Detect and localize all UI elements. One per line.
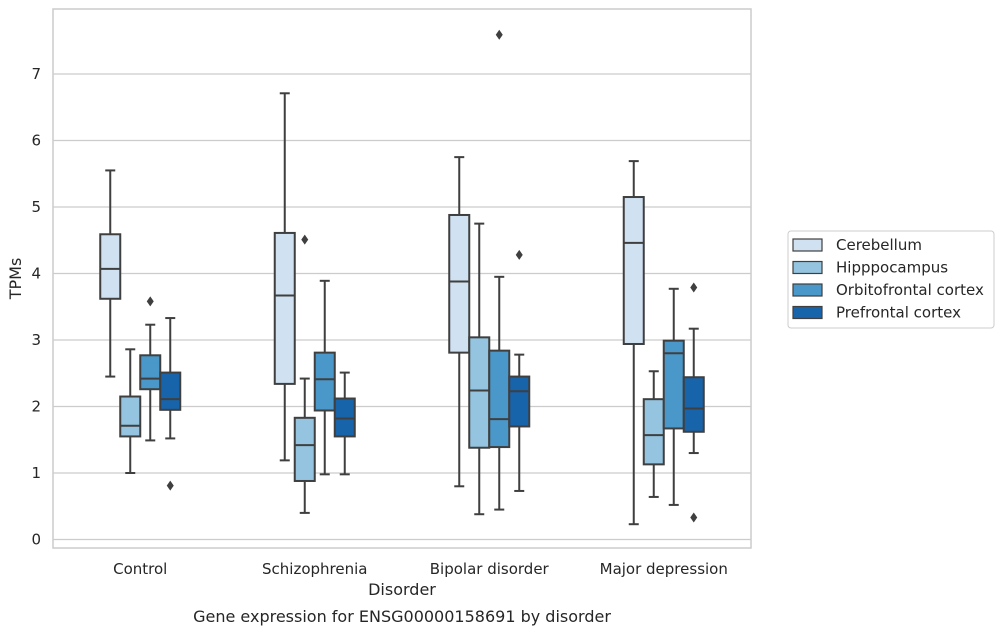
box-iqr: [622, 196, 645, 345]
box-iqr: [139, 354, 162, 391]
outlier-point: [515, 249, 523, 260]
box-iqr: [313, 351, 336, 412]
legend-frame: [787, 230, 995, 329]
y-tick-label: 0: [31, 531, 41, 549]
box: [313, 279, 336, 476]
y-axis-label: TPMs: [6, 258, 25, 301]
y-tick-label: 6: [31, 132, 41, 150]
x-tick-labels: Control Schizophrenia Bipolar disorder Majo…: [113, 560, 728, 578]
x-tick-label: Bipolar disorder: [430, 560, 550, 578]
outlier-point: [495, 29, 503, 40]
y-tick-label: 4: [31, 265, 41, 283]
box-iqr: [448, 213, 471, 354]
outlier-point: [146, 296, 154, 307]
legend-label: Hipppocampus: [836, 259, 948, 277]
legend-swatch: [792, 260, 823, 275]
y-tick-label: 2: [31, 398, 41, 416]
legend-swatch: [792, 283, 823, 297]
box-iqr: [273, 231, 296, 385]
box: [642, 370, 665, 498]
x-tick-label: Major depression: [600, 560, 728, 578]
box: [139, 296, 162, 442]
outlier-point: [301, 234, 309, 245]
legend-swatch: [792, 305, 823, 320]
box: [293, 234, 316, 514]
box: [273, 92, 296, 462]
outlier-point: [690, 282, 698, 293]
x-tick-label: Schizophrenia: [262, 560, 367, 578]
box-series-layer: [99, 29, 705, 526]
box-iqr: [159, 371, 182, 411]
box: [448, 156, 471, 488]
series-cerebellum: [99, 92, 645, 526]
y-tick-label: 3: [31, 331, 41, 349]
series-orbitofrontal-cortex: [139, 29, 685, 511]
legend-label: Orbitofrontal cortex: [836, 281, 984, 299]
series-prefrontal-cortex: [159, 249, 705, 523]
legend-label: Cerebellum: [836, 236, 922, 254]
y-tick-label: 5: [31, 198, 41, 216]
box: [682, 282, 705, 523]
box: [333, 371, 356, 476]
outlier-point: [166, 480, 174, 491]
box: [159, 317, 182, 491]
outlier-point: [690, 512, 698, 523]
box: [119, 348, 142, 474]
box-iqr: [468, 336, 491, 449]
box: [99, 169, 122, 378]
box-iqr: [293, 416, 316, 482]
box-iqr: [508, 375, 531, 428]
box: [508, 249, 531, 492]
box-iqr: [99, 233, 122, 300]
legend-swatch: [792, 238, 823, 252]
gridlines: [53, 73, 751, 541]
box: [622, 160, 645, 526]
x-tick-label: Control: [113, 560, 167, 578]
box: [468, 222, 491, 516]
y-tick-label: 1: [31, 464, 41, 482]
box-iqr: [119, 395, 142, 438]
y-tick-label: 7: [31, 65, 41, 83]
chart-caption: Gene expression for ENSG00000158691 by d…: [193, 607, 611, 626]
series-hipppocampus: [119, 222, 665, 516]
box: [488, 29, 511, 511]
box-iqr: [488, 349, 511, 449]
legend-label: Prefrontal cortex: [836, 304, 961, 322]
plot-frame: [52, 8, 752, 549]
box-iqr: [642, 398, 665, 466]
box-iqr: [682, 376, 705, 433]
legend: Cerebellum Hipppocampus Orbitofrontal cort…: [787, 230, 995, 329]
x-axis-label: Disorder: [368, 580, 436, 599]
y-tick-labels: 0 1 2 3 4 5 6 7: [31, 65, 41, 549]
